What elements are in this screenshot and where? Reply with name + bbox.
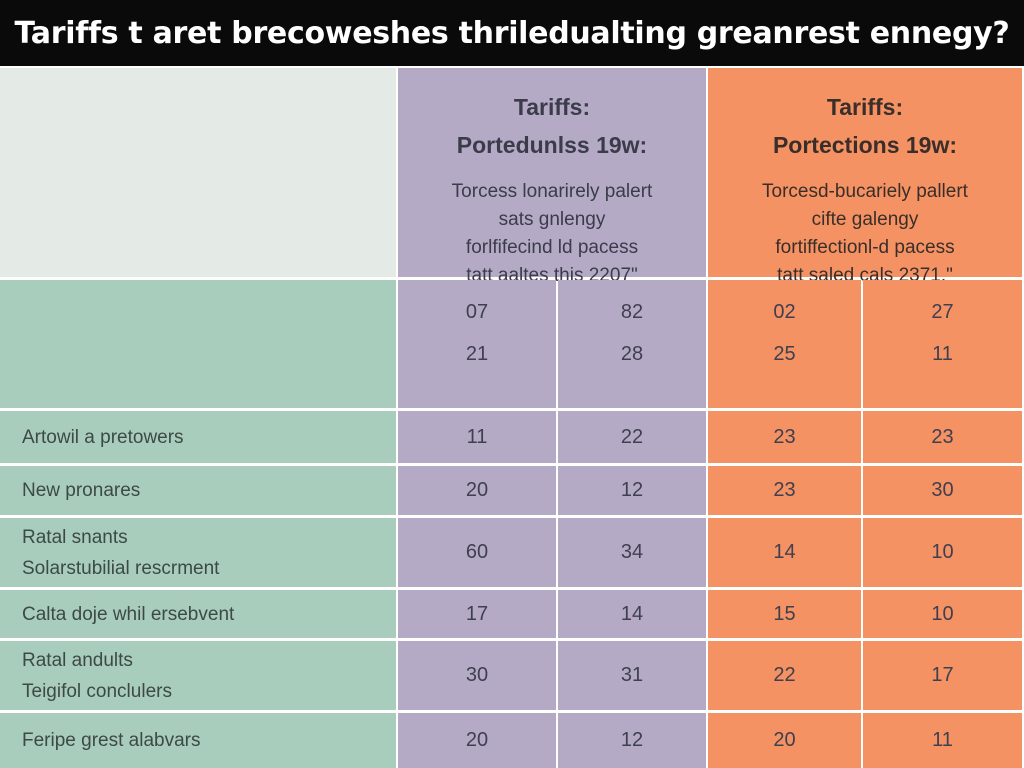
summary-value: 28 [620, 343, 644, 365]
row-label: Feripe grest alabvars [0, 713, 396, 768]
table-cell: 11 [398, 411, 556, 463]
summary-cell: 27 11 [863, 280, 1022, 408]
table-cell: 11 [863, 713, 1022, 768]
table-cell: 34 [558, 518, 706, 587]
table-cell: 10 [863, 590, 1022, 638]
row-label: Artowil a pretowers [0, 411, 396, 463]
column-header: Tariffs: Portections 19w: Torcesd-bucariel… [708, 68, 1022, 286]
row-label: Ratal snants Solarstubilial rescrment [0, 518, 396, 587]
column-header-subtitle: Portedunlss 19w: [456, 132, 648, 158]
column-header-description-line: Torcess lonarirely palert [451, 181, 653, 202]
page-title: Tariffs t aret brecoweshes thriledualtin… [0, 0, 1024, 66]
column-header-description-line: forlfifecind ld pacess [465, 237, 639, 258]
summary-value: 07 [465, 301, 489, 323]
table-corner [0, 68, 396, 277]
row-label: New pronares [0, 466, 396, 515]
summary-value: 82 [620, 301, 644, 323]
table-cell: 20 [398, 466, 556, 515]
table-cell: 22 [708, 641, 861, 710]
table-cell: 12 [558, 466, 706, 515]
table-cell: 15 [708, 590, 861, 638]
summary-cell: 82 28 [558, 280, 706, 408]
table-cell: 20 [708, 713, 861, 768]
summary-value: 02 [773, 301, 796, 323]
summary-value: 27 [931, 301, 954, 323]
table-cell: 10 [863, 518, 1022, 587]
table-cell: 60 [398, 518, 556, 587]
row-label-line: Solarstubilial rescrment [22, 557, 220, 579]
column-header-title: Tariffs: [826, 94, 904, 120]
row-label-line: Ratal snants [22, 526, 128, 548]
row-label-line: New pronares [22, 480, 141, 501]
column-header-description-line: sats gnlengy [498, 209, 606, 230]
table-cell: 30 [863, 466, 1022, 515]
summary-cell: 02 25 [708, 280, 861, 408]
tariff-table: Tariffs: Portedunlss 19w: Torcess lonarire… [0, 66, 1024, 768]
summary-value: 25 [773, 343, 796, 365]
table-cell: 23 [708, 466, 861, 515]
table-cell: 20 [398, 713, 556, 768]
row-label-line: Ratal andults [22, 649, 133, 671]
table-cell: 31 [558, 641, 706, 710]
summary-row-label [0, 280, 396, 408]
column-header-description-line: Torcesd-bucariely pallert [762, 181, 968, 202]
summary-cell: 07 21 [398, 280, 556, 408]
column-header-description-line: fortiffectionl-d pacess [775, 237, 955, 258]
table-cell: 30 [398, 641, 556, 710]
row-label-line: Feripe grest alabvars [22, 730, 201, 751]
summary-value: 21 [465, 343, 489, 365]
summary-value: 11 [932, 343, 953, 365]
table-cell: 22 [558, 411, 706, 463]
column-header-title: Tariffs: [513, 94, 591, 120]
row-label-line: Teigifol conclulers [22, 680, 172, 702]
row-label: Ratal andults Teigifol conclulers [0, 641, 396, 710]
column-header: Tariffs: Portedunlss 19w: Torcess lonarire… [398, 68, 706, 286]
table-cell: 23 [708, 411, 861, 463]
row-label-line: Calta doje whil ersebvent [22, 603, 235, 625]
row-label: Calta doje whil ersebvent [0, 590, 396, 638]
column-header-description-line: cifte galengy [811, 209, 919, 230]
row-label-line: Artowil a pretowers [22, 426, 184, 448]
table-cell: 14 [558, 590, 706, 638]
table-cell: 23 [863, 411, 1022, 463]
table-cell: 14 [708, 518, 861, 587]
table-cell: 12 [558, 713, 706, 768]
column-header-subtitle: Portections 19w: [772, 132, 958, 158]
table-cell: 17 [398, 590, 556, 638]
table-cell: 17 [863, 641, 1022, 710]
